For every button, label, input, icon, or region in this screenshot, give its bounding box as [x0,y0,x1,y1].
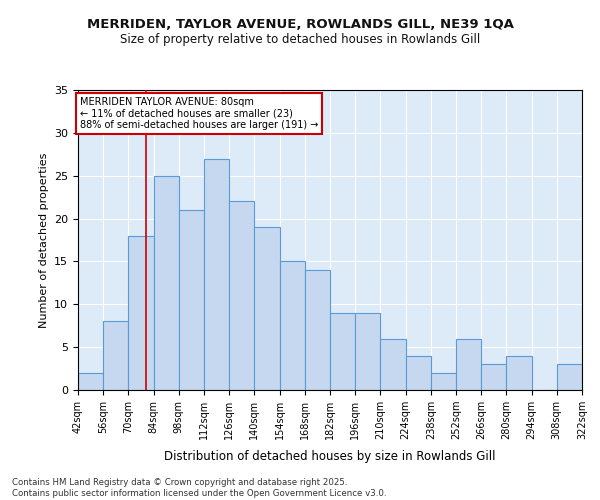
Bar [431,373,456,390]
Bar [406,356,431,390]
Bar [179,210,204,390]
Bar [154,176,179,390]
Bar [380,338,406,390]
Bar [506,356,532,390]
Bar [330,313,355,390]
Text: MERRIDEN, TAYLOR AVENUE, ROWLANDS GILL, NE39 1QA: MERRIDEN, TAYLOR AVENUE, ROWLANDS GILL, … [86,18,514,30]
Bar [128,236,154,390]
Bar [78,373,103,390]
Bar [305,270,330,390]
Bar [456,338,481,390]
X-axis label: Distribution of detached houses by size in Rowlands Gill: Distribution of detached houses by size … [164,450,496,464]
Text: MERRIDEN TAYLOR AVENUE: 80sqm
← 11% of detached houses are smaller (23)
88% of s: MERRIDEN TAYLOR AVENUE: 80sqm ← 11% of d… [80,97,318,130]
Bar [254,227,280,390]
Bar [481,364,506,390]
Bar [229,202,254,390]
Bar [355,313,380,390]
Bar [103,322,128,390]
Bar [557,364,582,390]
Y-axis label: Number of detached properties: Number of detached properties [38,152,49,328]
Text: Contains HM Land Registry data © Crown copyright and database right 2025.
Contai: Contains HM Land Registry data © Crown c… [12,478,386,498]
Bar [204,158,229,390]
Bar [280,262,305,390]
Text: Size of property relative to detached houses in Rowlands Gill: Size of property relative to detached ho… [120,32,480,46]
